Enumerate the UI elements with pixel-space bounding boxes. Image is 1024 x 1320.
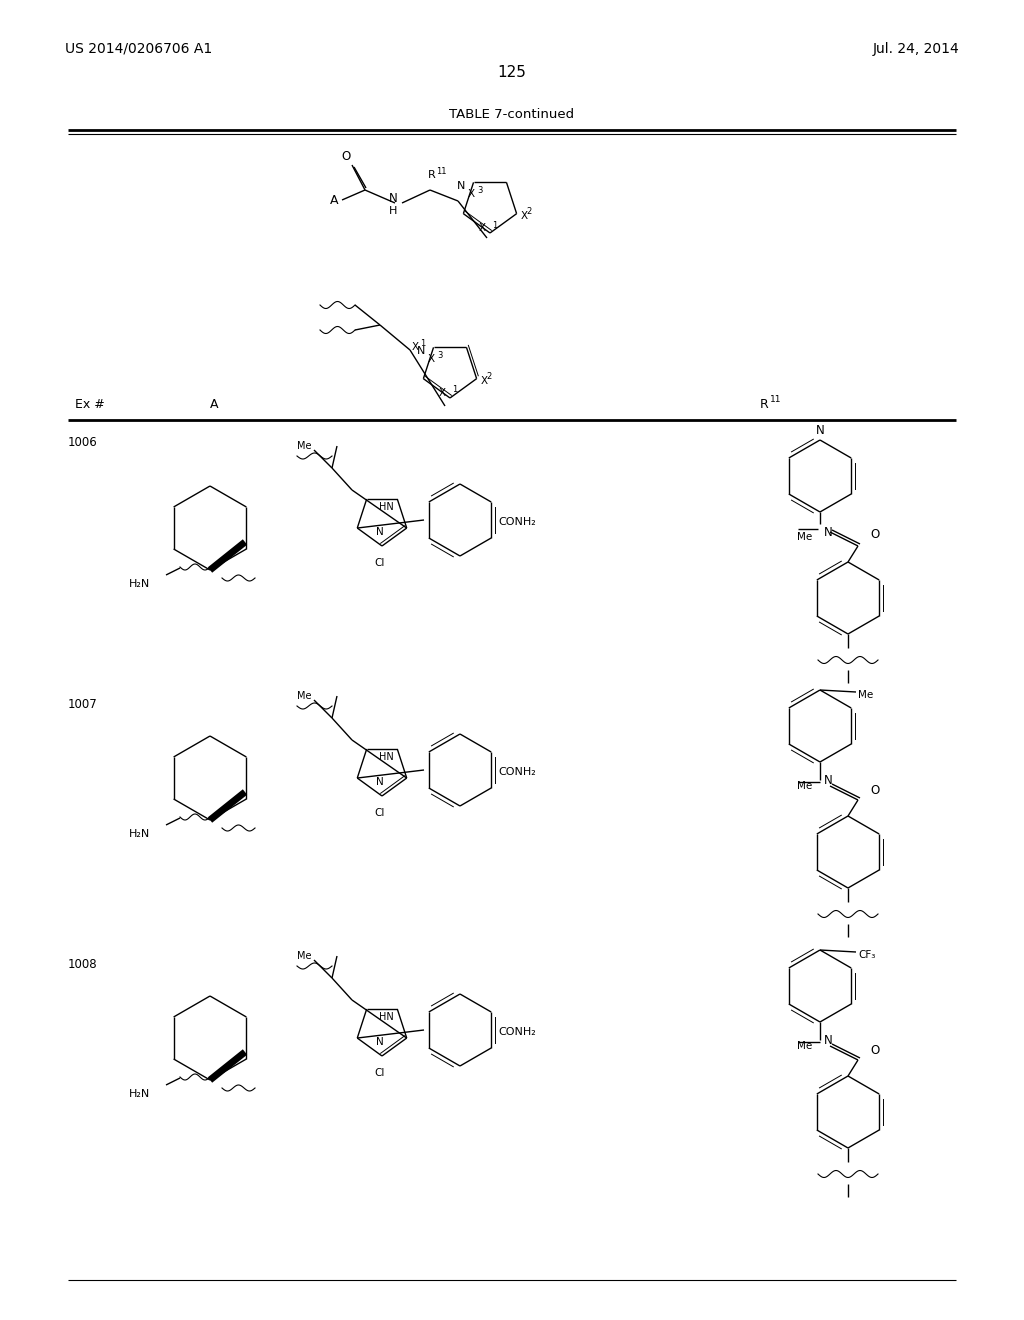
Text: N: N: [824, 774, 833, 787]
Text: HN: HN: [379, 502, 393, 512]
Text: X: X: [480, 376, 487, 385]
Text: N: N: [824, 525, 833, 539]
Text: N: N: [376, 1038, 384, 1047]
Text: Me: Me: [858, 690, 873, 700]
Text: X: X: [412, 342, 419, 352]
Text: N: N: [457, 181, 466, 191]
Text: O: O: [870, 1044, 880, 1056]
Text: N: N: [816, 424, 824, 437]
Text: N: N: [417, 346, 426, 356]
Text: Jul. 24, 2014: Jul. 24, 2014: [872, 42, 959, 55]
Text: 125: 125: [498, 65, 526, 81]
Text: TABLE 7-continued: TABLE 7-continued: [450, 108, 574, 121]
Text: Cl: Cl: [375, 808, 385, 818]
Text: 1007: 1007: [68, 698, 97, 711]
Text: Me: Me: [797, 532, 812, 543]
Text: 11: 11: [436, 166, 446, 176]
Text: Me: Me: [797, 781, 812, 791]
Text: Me: Me: [298, 441, 312, 451]
Text: 1008: 1008: [68, 958, 97, 972]
Text: Cl: Cl: [375, 1068, 385, 1078]
Text: O: O: [870, 784, 880, 796]
Text: O: O: [341, 150, 350, 164]
Text: H₂N: H₂N: [129, 1089, 150, 1100]
Text: Me: Me: [298, 690, 312, 701]
Text: Me: Me: [797, 1041, 812, 1051]
Text: A: A: [210, 399, 218, 411]
Text: 2: 2: [526, 207, 531, 216]
Text: N: N: [376, 777, 384, 787]
Text: N: N: [376, 527, 384, 537]
Text: X: X: [520, 211, 527, 220]
Text: O: O: [870, 528, 880, 540]
Text: 2: 2: [486, 372, 492, 381]
Text: H₂N: H₂N: [129, 829, 150, 840]
Text: N: N: [389, 193, 397, 206]
Text: HN: HN: [379, 1012, 393, 1022]
Text: H₂N: H₂N: [129, 579, 150, 589]
Text: CF₃: CF₃: [858, 950, 876, 960]
Text: X: X: [439, 388, 446, 399]
Text: 1: 1: [492, 220, 498, 230]
Text: X: X: [479, 223, 486, 234]
Text: 11: 11: [770, 395, 781, 404]
Text: 3: 3: [477, 186, 483, 195]
Text: A: A: [330, 194, 339, 206]
Text: HN: HN: [379, 752, 393, 762]
Text: CONH₂: CONH₂: [498, 517, 536, 527]
Text: 3: 3: [437, 351, 443, 360]
Text: Me: Me: [298, 950, 312, 961]
Text: Cl: Cl: [375, 558, 385, 568]
Text: CONH₂: CONH₂: [498, 767, 536, 777]
Text: N: N: [824, 1034, 833, 1047]
Text: US 2014/0206706 A1: US 2014/0206706 A1: [65, 42, 212, 55]
Text: R: R: [760, 399, 769, 411]
Text: X: X: [468, 189, 475, 199]
Text: X: X: [428, 354, 435, 364]
Text: 1: 1: [452, 385, 458, 395]
Text: 1006: 1006: [68, 436, 97, 449]
Text: CONH₂: CONH₂: [498, 1027, 536, 1038]
Text: R: R: [428, 170, 436, 180]
Text: Ex #: Ex #: [75, 399, 104, 411]
Text: H: H: [389, 206, 397, 216]
Text: 1: 1: [420, 338, 425, 347]
